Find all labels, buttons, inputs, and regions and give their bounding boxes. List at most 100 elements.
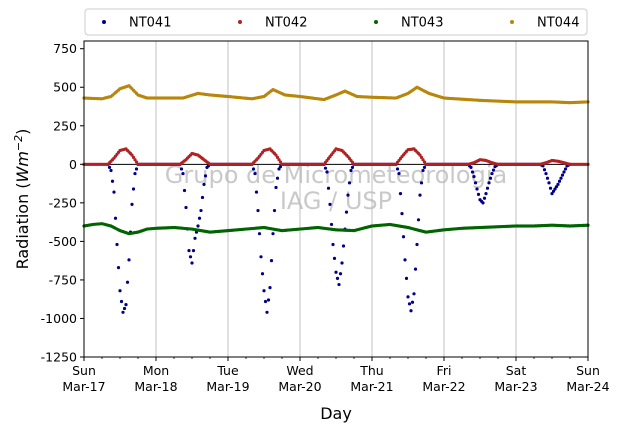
data-point xyxy=(547,181,551,185)
data-point xyxy=(181,171,185,176)
data-point xyxy=(422,160,427,164)
data-point xyxy=(419,181,424,185)
x-tick-weekday: Sun xyxy=(72,363,96,378)
data-point xyxy=(110,179,115,183)
x-tick-date: Mar-21 xyxy=(350,379,393,394)
data-point xyxy=(395,167,400,171)
data-point xyxy=(398,192,403,196)
data-point xyxy=(256,208,260,213)
data-point xyxy=(269,259,274,263)
data-point xyxy=(278,160,283,164)
data-point xyxy=(271,232,275,236)
data-point xyxy=(413,267,418,271)
y-tick-label: -750 xyxy=(49,272,77,287)
data-point xyxy=(187,249,191,253)
data-point xyxy=(131,187,136,191)
data-point xyxy=(338,272,343,276)
data-point xyxy=(121,310,125,314)
data-point xyxy=(275,176,280,180)
data-point xyxy=(563,167,568,171)
x-tick-date: Mar-20 xyxy=(278,379,321,394)
data-point xyxy=(277,158,281,162)
data-point xyxy=(277,167,281,171)
legend-label-NT044: NT044 xyxy=(537,16,579,31)
data-points xyxy=(82,84,590,314)
data-point xyxy=(112,190,116,194)
x-tick-weekday: Mon xyxy=(143,363,169,378)
y-tick-label: -250 xyxy=(49,195,77,210)
data-point xyxy=(476,192,481,196)
data-point xyxy=(193,236,197,240)
x-tick-date: Mar-17 xyxy=(62,379,105,394)
data-point xyxy=(481,201,485,205)
data-point xyxy=(341,244,346,248)
x-tick-date: Mar-22 xyxy=(422,379,465,394)
data-point xyxy=(418,153,422,157)
y-tick-label: -1250 xyxy=(41,350,77,365)
data-point xyxy=(550,192,554,196)
data-point xyxy=(406,295,410,299)
data-point xyxy=(554,185,559,189)
data-point xyxy=(557,179,562,183)
x-tick-weekday: Fri xyxy=(437,363,452,378)
data-point xyxy=(473,181,478,185)
data-point xyxy=(130,202,134,206)
data-point xyxy=(400,212,404,216)
data-point xyxy=(200,195,205,200)
data-point xyxy=(179,167,184,171)
x-tick-weekday: Sat xyxy=(506,363,527,378)
x-tick-weekday: Sun xyxy=(576,363,600,378)
data-point xyxy=(196,224,200,228)
y-tick-label: 500 xyxy=(53,80,77,95)
data-point xyxy=(331,242,335,247)
grid-lines xyxy=(155,41,517,357)
data-point xyxy=(260,272,265,276)
data-point xyxy=(184,205,188,210)
data-point xyxy=(130,153,134,157)
data-point xyxy=(263,299,268,304)
data-point xyxy=(407,302,412,306)
x-axis-title: Day xyxy=(320,404,352,423)
data-point xyxy=(469,165,473,169)
data-point xyxy=(472,175,476,179)
data-point xyxy=(118,289,122,293)
y-axis-title-suffix: ) xyxy=(13,129,32,135)
data-point xyxy=(347,181,352,185)
data-point xyxy=(418,193,422,197)
data-point xyxy=(415,242,419,247)
data-point xyxy=(274,153,278,157)
data-point xyxy=(134,167,139,171)
legend-label-NT041: NT041 xyxy=(129,16,171,31)
data-point xyxy=(484,192,488,196)
data-point xyxy=(199,208,203,213)
data-point xyxy=(349,168,353,173)
data-point xyxy=(544,171,548,176)
data-point xyxy=(323,166,328,170)
x-tick-weekday: Wed xyxy=(286,363,313,378)
data-point xyxy=(421,158,425,162)
data-point xyxy=(124,302,128,307)
data-point xyxy=(107,165,112,169)
data-point xyxy=(350,165,355,169)
data-point xyxy=(325,170,329,174)
data-point xyxy=(551,189,556,193)
data-point xyxy=(262,289,266,293)
data-point xyxy=(127,258,131,262)
data-point xyxy=(191,249,196,253)
x-tick-date: Mar-24 xyxy=(566,379,609,394)
data-point xyxy=(485,186,490,190)
data-point xyxy=(182,188,187,193)
data-point xyxy=(134,160,139,164)
data-point xyxy=(122,306,127,311)
data-point xyxy=(412,292,416,296)
data-point xyxy=(272,208,277,213)
data-point xyxy=(329,222,334,227)
data-point xyxy=(133,171,137,176)
data-point xyxy=(410,300,415,304)
data-point xyxy=(133,158,137,162)
y-axis-title-prefix: Radiation ( xyxy=(13,182,32,269)
legend-label-NT042: NT042 xyxy=(265,16,307,31)
watermark-line-2: IAG / USP xyxy=(280,187,392,215)
data-point xyxy=(416,218,421,222)
